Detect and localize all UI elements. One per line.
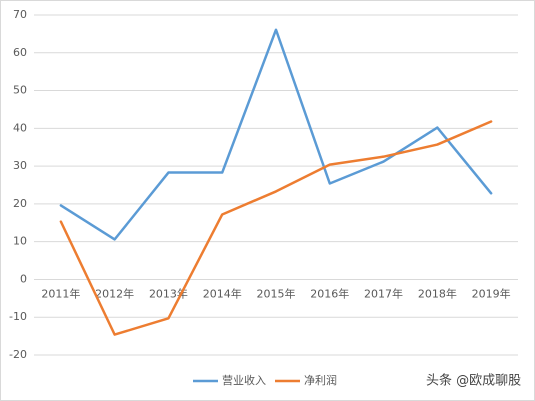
x-tick-label: 2015年 [257, 286, 296, 300]
x-tick-label: 2014年 [203, 286, 242, 300]
legend-label: 营业收入 [222, 373, 266, 387]
y-tick-label: -10 [9, 310, 27, 323]
x-tick-label: 2017年 [364, 286, 403, 300]
x-tick-label: 2011年 [41, 286, 80, 300]
x-tick-label: 2016年 [310, 286, 349, 300]
y-tick-label: 70 [13, 8, 27, 21]
y-tick-label: 60 [13, 46, 27, 59]
x-tick-label: 2012年 [95, 286, 134, 300]
x-tick-label: 2018年 [418, 286, 457, 300]
y-tick-label: 20 [13, 197, 27, 210]
y-tick-label: 40 [13, 121, 27, 134]
y-tick-label: 50 [13, 84, 27, 97]
line-series [59, 28, 493, 241]
y-tick-label: 10 [13, 235, 27, 248]
line-series [59, 120, 493, 336]
watermark: 头条 @欧成聊股 [426, 373, 521, 389]
y-tick-label: 30 [13, 159, 27, 172]
y-tick-label: 0 [20, 272, 27, 285]
y-tick-label: -20 [9, 348, 27, 361]
legend-label: 净利润 [304, 373, 337, 387]
x-tick-label: 2019年 [472, 286, 511, 300]
